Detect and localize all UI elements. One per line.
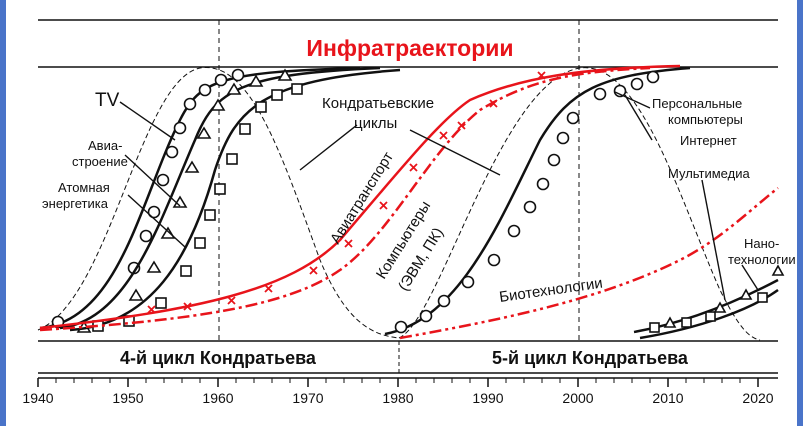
left-border [0, 0, 6, 426]
tick-label-1960: 1960 [202, 390, 233, 406]
label-nano-1: Нано- [744, 236, 779, 251]
right-border [797, 0, 803, 426]
air-transport-markers [147, 71, 546, 314]
label-pc-1: Персональные [652, 96, 742, 111]
label-kondr-2: циклы [354, 115, 397, 132]
biotech-curve [399, 187, 779, 340]
label-pc-2: компьютеры [668, 112, 743, 127]
diagram-title: Инфратраектории [306, 35, 513, 61]
kondratiev-wave-1 [37, 67, 400, 339]
air-transport-curve [39, 64, 681, 330]
tick-label-1970: 1970 [292, 390, 323, 406]
cycle-4-label: 4-й цикл Кондратьева [120, 348, 317, 368]
tick-label-1950: 1950 [112, 390, 143, 406]
label-kondr-1: Кондратьевские [322, 95, 434, 112]
label-biotech: Биотехнологии [498, 275, 604, 306]
label-nano-2: технологии [728, 252, 796, 267]
tick-label-2010: 2010 [652, 390, 683, 406]
label-multimedia: Мультимедиа [668, 166, 750, 181]
label-internet: Интернет [680, 133, 737, 148]
tick-label-2000: 2000 [562, 390, 593, 406]
tick-label-1940: 1940 [22, 390, 53, 406]
computers-curve [39, 66, 651, 332]
tick-label-1990: 1990 [472, 390, 503, 406]
year-axis-minor-ticks [55, 378, 741, 383]
cycle-5-label: 5-й цикл Кондратьева [492, 348, 689, 368]
nuclear-markers [92, 83, 303, 332]
label-atom-2: энергетика [42, 196, 109, 211]
nano-markers [649, 264, 785, 333]
year-axis-major-ticks [37, 378, 759, 387]
aviation-curve [59, 66, 381, 330]
year-axis-labels: 1940 1950 1960 1970 1980 1990 2000 2010 2020 [22, 390, 773, 406]
aviation-markers [76, 68, 293, 333]
label-avia-1: Авиа- [88, 138, 122, 153]
tick-label-1980: 1980 [382, 390, 413, 406]
pointer-lines [119, 91, 759, 301]
label-atom-1: Атомная [58, 180, 110, 195]
pc-markers [394, 70, 660, 334]
label-tv: TV [95, 90, 120, 111]
tick-label-2020: 2020 [742, 390, 773, 406]
label-aviatransport: Авиатранспорт [327, 149, 397, 247]
label-avia-2: строение [72, 154, 128, 169]
